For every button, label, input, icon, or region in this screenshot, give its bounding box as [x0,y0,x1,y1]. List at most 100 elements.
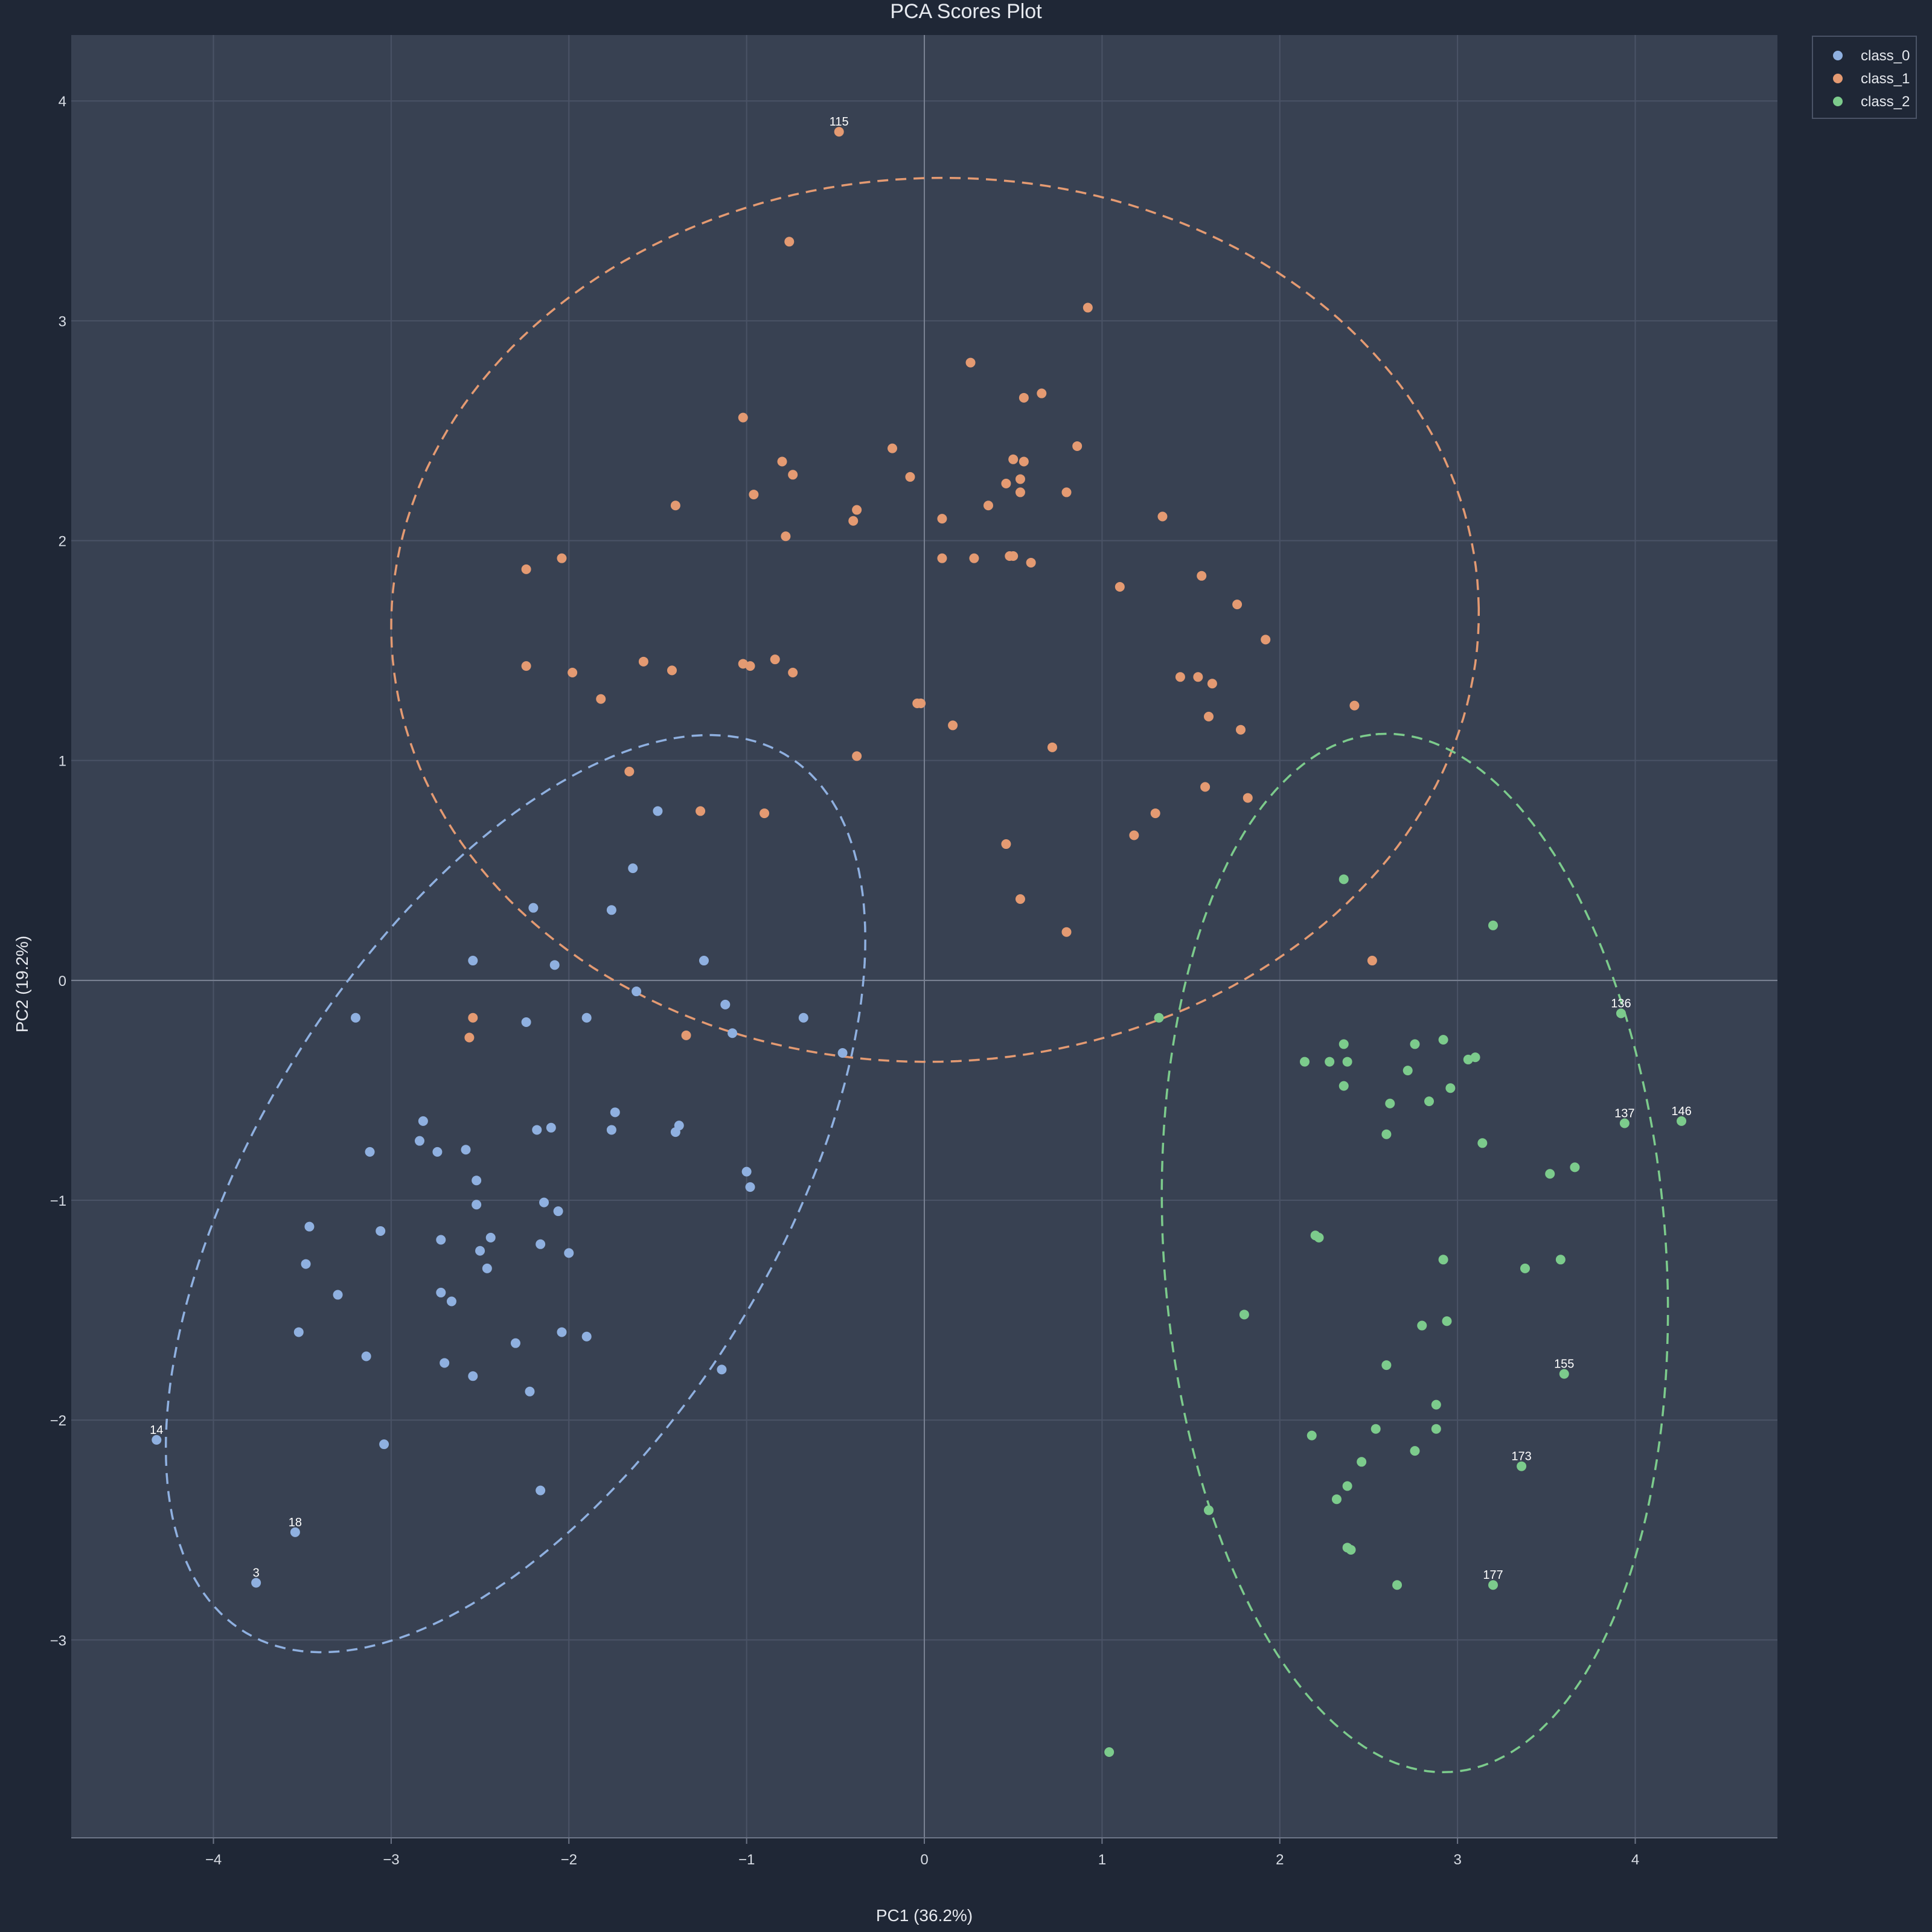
point-class_0 [717,1364,727,1375]
y-tick-label: 1 [59,753,66,770]
legend-marker-class_1 [1833,74,1843,83]
point-class_2 [1403,1066,1413,1076]
point-label: 136 [1611,997,1631,1010]
x-tick-label: −2 [561,1852,577,1868]
point-class_0 [628,863,638,874]
x-axis-label: PC1 (36.2%) [876,1906,973,1925]
point-class_0 [564,1248,574,1258]
point-class_0 [304,1221,315,1232]
point-class_0 [581,1331,592,1342]
point-class_1 [848,516,859,526]
point-class_0 [414,1136,424,1146]
point-class_0 [290,1527,300,1537]
point-class_1 [948,720,958,731]
y-tick-label: 0 [59,973,66,990]
point-class_1 [1019,392,1029,403]
point-class_1 [1200,782,1211,792]
point-class_1 [969,553,979,563]
ellipse-class_2 [1160,732,1669,1774]
point-class_1 [1019,456,1029,467]
point-class_1 [624,766,635,776]
x-tick-label: 3 [1453,1852,1461,1868]
point-class_2 [1104,1747,1115,1757]
point-class_1 [1157,511,1168,522]
y-tick-label: 3 [59,313,66,330]
point-class_1 [1083,302,1093,313]
x-tick-label: 4 [1631,1852,1639,1868]
point-class_0 [553,1206,563,1217]
point-class_1 [1150,808,1160,819]
point-class_2 [1342,1481,1352,1491]
point-class_0 [536,1485,546,1495]
point-class_1 [1072,441,1083,451]
point-class_2 [1381,1129,1392,1139]
point-class_2 [1438,1255,1448,1265]
point-class_1 [638,656,648,667]
point-class_0 [521,1017,531,1028]
point-class_1 [1243,793,1253,803]
point-class_1 [937,514,947,524]
point-class_0 [440,1358,450,1368]
point-class_2 [1477,1138,1488,1148]
point-class_2 [1154,1012,1164,1023]
point-class_1 [1001,839,1011,849]
chart-title: PCA Scores Plot [890,0,1042,23]
point-labels: 115 14 18 3 136 137 146 155 173 177 [150,115,1692,1582]
point-class_2 [1410,1039,1420,1049]
x-tick-label: 2 [1276,1852,1284,1868]
point-class_1 [1235,724,1246,735]
point-class_0 [745,1182,755,1192]
point-class_0 [351,1012,360,1023]
point-class_2 [1339,874,1349,884]
point-class_1 [568,668,578,678]
point-class_2 [1346,1544,1356,1555]
point-class_0 [557,1327,567,1337]
point-class_1 [1061,927,1072,937]
point-class_0 [251,1578,261,1588]
point-class_1 [681,1030,691,1040]
confidence-ellipses [164,176,1669,1774]
x-tick-label: 0 [920,1852,928,1868]
point-class_0 [610,1107,620,1118]
point-class_2 [1331,1494,1342,1505]
point-class_1 [1193,672,1203,682]
point-class_2 [1570,1162,1580,1172]
y-axis-label: PC2 (19.2%) [13,936,31,1032]
tick-labels: −4 −3 −2 −1 0 1 2 3 4 −3 −2 −1 0 1 2 3 4 [50,94,1640,1868]
zero-lines [71,35,1777,1838]
legend-marker-class_0 [1833,51,1843,60]
point-class_0 [720,999,731,1009]
point-class_0 [468,1371,478,1381]
point-class_0 [436,1235,446,1245]
point-class_1 [784,237,795,247]
point-class_1 [1232,600,1243,610]
y-tick-label: 2 [59,534,66,550]
point-class_1 [521,661,531,671]
point-label: 3 [253,1567,260,1580]
point-class_2 [1339,1081,1349,1091]
point-class_1 [834,127,844,137]
point-class_0 [606,1125,616,1135]
point-class_2 [1619,1118,1630,1128]
point-label: 115 [830,115,849,129]
point-class_1 [852,751,862,761]
point-class_0 [482,1263,492,1273]
point-class_1 [983,501,993,511]
point-class_1 [464,1032,475,1043]
point-class_0 [532,1125,542,1135]
point-class_0 [475,1246,485,1256]
point-class_2 [1470,1052,1480,1063]
point-class_1 [916,699,926,709]
point-label: 155 [1554,1358,1574,1371]
point-class_1 [888,443,898,453]
point-class_1 [521,564,531,574]
point-class_2 [1392,1580,1403,1590]
point-class_0 [536,1239,546,1249]
point-class_2 [1488,920,1498,930]
point-class_0 [472,1200,482,1210]
point-class_1 [937,553,947,563]
point-class_2 [1410,1446,1420,1456]
point-class_1 [1261,635,1271,645]
x-tick-label: −1 [738,1852,755,1868]
point-class_1 [1047,742,1057,752]
